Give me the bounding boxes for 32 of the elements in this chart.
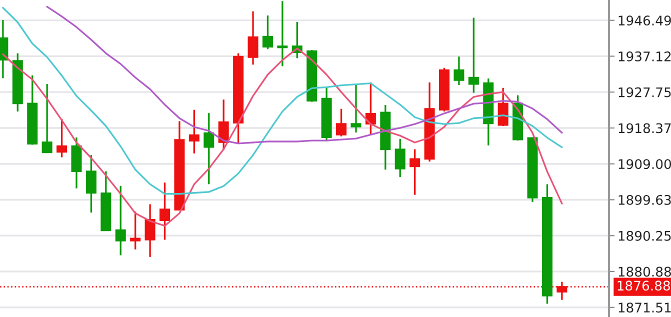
y-tick-label: 1899.63 <box>618 194 671 205</box>
candlestick <box>248 10 258 66</box>
candlestick <box>86 154 96 214</box>
y-tick-label: 1871.51 <box>618 302 671 313</box>
y-tick-label: 1909.00 <box>618 159 671 170</box>
candlestick <box>350 84 362 134</box>
candlestick <box>56 118 68 158</box>
candlestick <box>115 185 126 256</box>
candlestick <box>188 108 200 154</box>
candlestick <box>144 203 156 258</box>
candlestick <box>336 108 347 138</box>
candlestick <box>160 182 170 241</box>
line-series <box>46 6 563 144</box>
candlestick <box>277 0 288 68</box>
candlestick <box>42 83 52 154</box>
y-tick-label: 1880.88 <box>618 266 671 277</box>
candlestick <box>204 112 214 186</box>
candlestick <box>262 14 273 50</box>
line-series <box>2 6 563 195</box>
candlestick <box>130 210 141 250</box>
y-tick-label: 1927.75 <box>618 87 671 98</box>
y-tick-label: 1890.25 <box>618 230 671 241</box>
candlestick <box>468 16 479 94</box>
y-tick-label: 1937.12 <box>618 51 671 62</box>
y-tick-label: 1918.37 <box>618 123 671 134</box>
candlestick <box>410 148 420 196</box>
candlestick <box>498 87 508 127</box>
candlestick <box>394 138 406 178</box>
y-tick-label: 1946.49 <box>618 16 671 26</box>
candlestick <box>454 56 464 86</box>
candlestick <box>365 82 376 136</box>
ref-line-label: 1876.88 <box>618 280 670 291</box>
